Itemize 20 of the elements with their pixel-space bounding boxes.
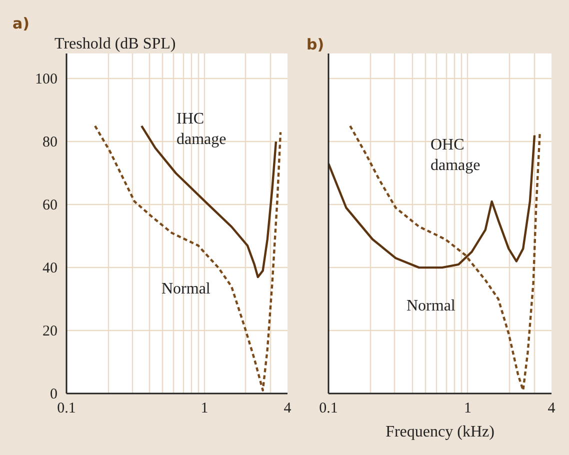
x-tick-label: 4	[548, 400, 556, 416]
y-tick-label: 20	[42, 324, 58, 340]
chart-title: a)	[12, 14, 30, 32]
y-tick-label: 100	[35, 72, 58, 88]
x-tick-label: 0.1	[57, 400, 76, 416]
chart-title: b)	[306, 36, 324, 54]
y-tick-label: 80	[42, 134, 58, 151]
y-tick-label: 40	[42, 260, 58, 277]
x-tick-label: 4	[284, 400, 292, 416]
y-tick-label: 0	[50, 386, 58, 402]
x-tick-label: 0.1	[319, 400, 338, 416]
x-axis-title: Frequency (kHz)	[386, 424, 494, 440]
y-tick-label: 60	[42, 198, 58, 214]
annotation: Normal	[162, 280, 211, 298]
annotation: Normal	[406, 298, 456, 314]
y-axis-title: Treshold (dB SPL)	[54, 36, 176, 52]
annotation: OHC damage	[430, 136, 480, 174]
x-tick-label: 1	[464, 400, 472, 416]
annotation: IHC damage	[176, 110, 226, 148]
x-tick-label: 1	[200, 400, 208, 416]
